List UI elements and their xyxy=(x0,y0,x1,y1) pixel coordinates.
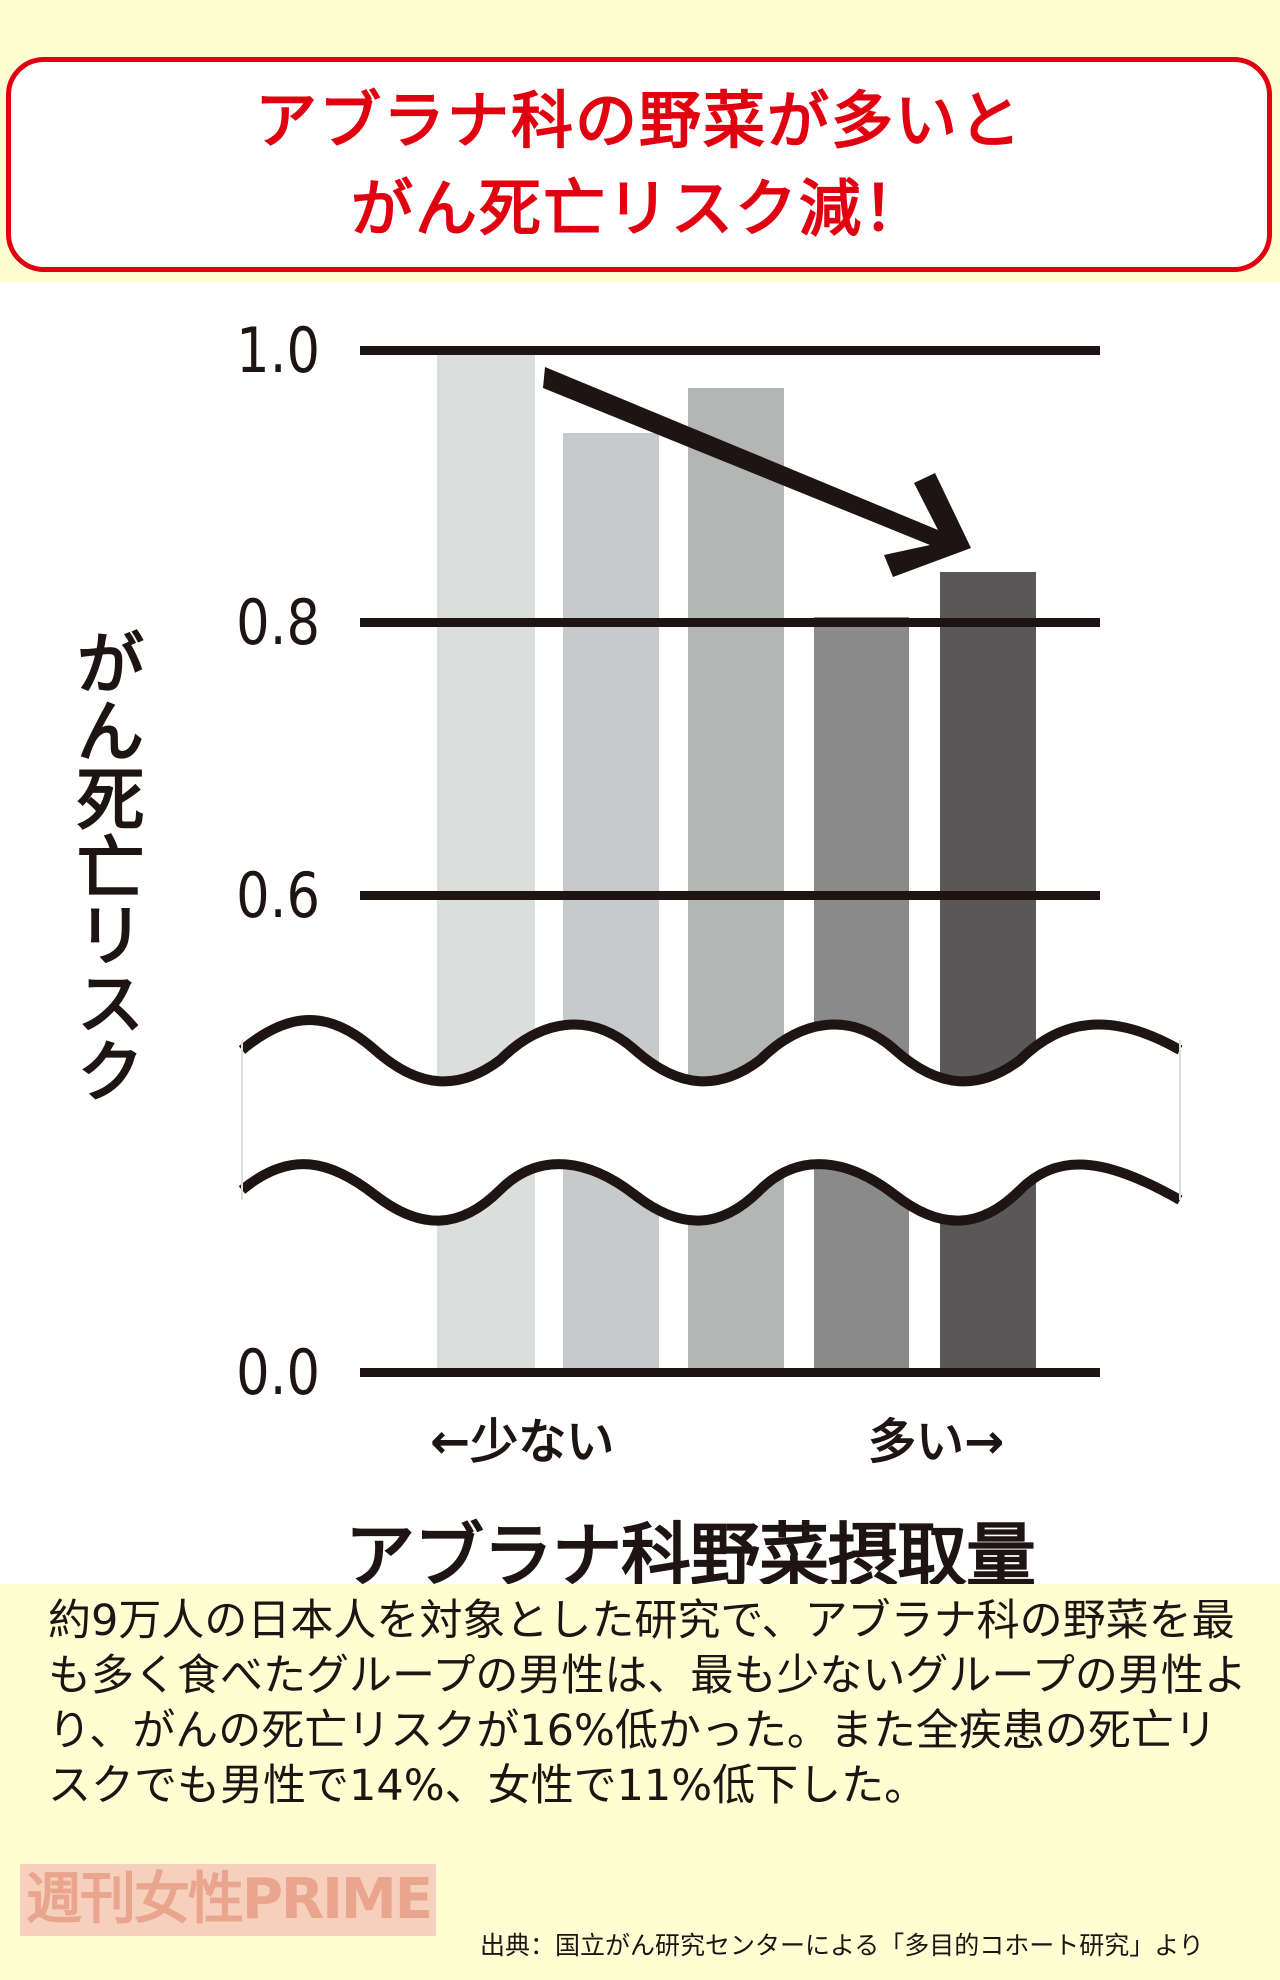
gridline-0-6 xyxy=(360,891,1100,900)
gridline-1-0 xyxy=(360,346,1100,355)
break-line-upper xyxy=(238,1015,1183,1087)
bar-q5 xyxy=(940,572,1036,1372)
title-box: アブラナ科の野菜が多いと がん死亡リスク減！ xyxy=(6,57,1272,272)
axis-break xyxy=(242,1020,1180,1221)
bar-q2 xyxy=(563,433,659,1372)
title-line-1: アブラナ科の野菜が多いと xyxy=(254,83,1023,157)
tick-0-0: 0.0 xyxy=(236,1336,320,1409)
y-axis-label: がん死亡リスク xyxy=(64,628,143,1104)
gridline-0-0 xyxy=(360,1368,1100,1377)
tick-0-6: 0.6 xyxy=(236,859,320,932)
source-credit: 出典：国立がん研究センターによる「多目的コホート研究」より xyxy=(480,1931,1204,1960)
tick-0-8: 0.8 xyxy=(236,586,320,659)
brand-logo: 週刊女性PRIME xyxy=(20,1864,436,1936)
bar-chart: 1.0 0.8 0.6 0.0 がん死亡リスク ←少ない 多い→ アブラナ科野菜… xyxy=(64,314,1183,1597)
description-panel: 約9万人の日本人を対象とした研究で、アブラナ科の野菜を最も多く食べたグループの男… xyxy=(0,1584,1280,1980)
title-line-2: がん死亡リスク減！ xyxy=(350,171,927,245)
trend-arrow-icon xyxy=(543,367,971,577)
tick-1-0: 1.0 xyxy=(236,314,320,387)
gridline-0-8 xyxy=(360,618,1100,627)
break-line-lower xyxy=(238,1159,1183,1226)
chart-overlay xyxy=(238,367,1183,1226)
x-label-low: ←少ない xyxy=(430,1414,615,1470)
description-text: 約9万人の日本人を対象とした研究で、アブラナ科の野菜を最も多く食べたグループの男… xyxy=(48,1596,1247,1811)
x-label-high: 多い→ xyxy=(868,1414,1005,1470)
brand-logo-text: 週刊女性PRIME xyxy=(26,1867,433,1932)
bar-q4 xyxy=(814,617,909,1372)
x-axis-title: アブラナ科野菜摂取量 xyxy=(345,1515,1036,1597)
